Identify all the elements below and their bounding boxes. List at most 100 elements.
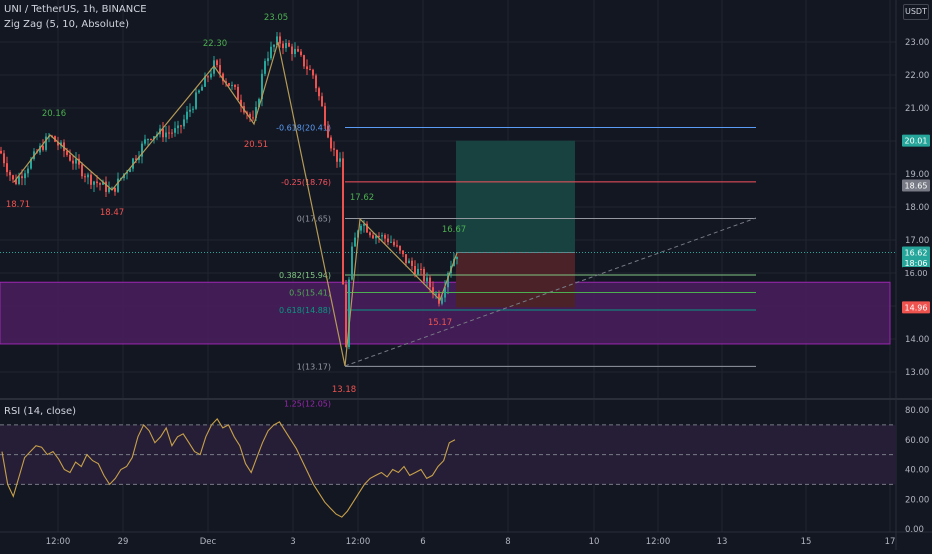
fib-level-label: 1(13.17) xyxy=(297,362,331,371)
candle-up xyxy=(363,223,365,226)
time-axis-tick: 10 xyxy=(589,537,600,547)
candle-down xyxy=(405,254,407,264)
candle-down xyxy=(57,141,59,146)
pivot-label: 20.51 xyxy=(244,140,268,150)
candle-up xyxy=(195,92,197,109)
rsi-axis-tick: 20.00 xyxy=(905,495,929,505)
candle-down xyxy=(180,125,182,127)
price-axis-tick: 14.00 xyxy=(905,335,929,345)
pivot-label: 17.62 xyxy=(350,193,374,203)
symbol-title[interactable]: UNI / TetherUS, 1h, BINANCE xyxy=(4,4,147,15)
candle-up xyxy=(444,287,446,298)
candle-up xyxy=(264,61,266,74)
zigzag xyxy=(13,41,458,367)
time-axis-tick: 15 xyxy=(801,537,812,547)
candle-down xyxy=(324,106,326,126)
candle-up xyxy=(267,58,269,62)
candle-down xyxy=(66,151,68,155)
candle-down xyxy=(114,187,116,192)
pivot-labels: 18.71 20.16 18.47 22.30 20.51 23.05 13.18 17.62… xyxy=(6,13,466,395)
fib-level-label: 0(17.65) xyxy=(297,215,331,224)
price-badge-label: 16.62 xyxy=(905,249,928,258)
candle-down xyxy=(81,164,83,177)
candle-up xyxy=(270,46,272,59)
rsi-axis-tick: 40.00 xyxy=(905,466,929,476)
candle-up xyxy=(210,73,212,78)
candle-up xyxy=(231,84,233,86)
candle-down xyxy=(15,179,17,184)
candle-up xyxy=(183,119,185,127)
candle-up xyxy=(204,76,206,87)
candle-up xyxy=(417,268,419,275)
time-axis[interactable]: 12:00 29 Dec 3 12:00 6 8 10 12:00 13 15 17 xyxy=(46,537,896,547)
candle-down xyxy=(3,153,5,164)
rsi-axis-tick: 60.00 xyxy=(905,436,929,446)
candle-up xyxy=(354,237,356,247)
candle-down xyxy=(162,128,164,138)
candle-down xyxy=(9,172,11,176)
candle-up xyxy=(153,136,155,140)
candle-down xyxy=(249,113,251,118)
candle-up xyxy=(189,109,191,112)
price-axis[interactable]: 80.00 60.00 40.00 20.00 0.00 23.00 22.00 21.00 2… xyxy=(902,38,930,535)
candle-up xyxy=(30,158,32,169)
fib-level-label: -0.618(20.41) xyxy=(276,123,331,132)
rsi-axis-tick: 0.00 xyxy=(905,525,924,535)
candle-up xyxy=(285,42,287,49)
candle-down xyxy=(399,246,401,251)
currency-badge[interactable]: USDT xyxy=(903,4,929,20)
zigzag-line xyxy=(13,41,458,367)
candle-up xyxy=(138,156,140,160)
candle-up xyxy=(93,181,95,185)
candle-down xyxy=(225,81,227,84)
candle-down xyxy=(237,86,239,100)
candle-down xyxy=(84,176,86,178)
time-axis-tick: 13 xyxy=(717,537,728,547)
price-axis-tick: 22.00 xyxy=(905,71,929,81)
candle-down xyxy=(420,268,422,270)
candle-up xyxy=(390,241,392,243)
candle-down xyxy=(303,55,305,67)
candle-down xyxy=(315,75,317,89)
candle-down xyxy=(252,117,254,119)
fib-level-label: 0.382(15.94) xyxy=(279,271,331,280)
trend-line-dashed xyxy=(344,217,757,367)
pivot-label: 20.16 xyxy=(42,109,66,119)
candle-up xyxy=(381,235,383,237)
price-badge xyxy=(902,257,930,270)
candle-up xyxy=(129,168,131,173)
fib-level-label: -0.25(18.76) xyxy=(281,178,331,187)
price-badge xyxy=(902,134,930,147)
candle-up xyxy=(75,158,77,164)
price-axis-tick: 17.00 xyxy=(905,236,929,246)
candle-up xyxy=(18,176,20,184)
price-axis-tick: 21.00 xyxy=(905,104,929,114)
candle-down xyxy=(393,241,395,246)
candle-down xyxy=(105,181,107,192)
pivot-label: 23.05 xyxy=(264,13,288,23)
candle-up xyxy=(276,36,278,45)
candle-up xyxy=(186,111,188,120)
candle-down xyxy=(327,125,329,138)
candle-up xyxy=(102,181,104,185)
candle-down xyxy=(72,160,74,164)
candle-down xyxy=(330,137,332,149)
candle-up xyxy=(39,145,41,153)
candle-up xyxy=(456,256,458,259)
candle-up xyxy=(126,172,128,174)
candle-up xyxy=(258,99,260,108)
candle-up xyxy=(426,277,428,282)
price-badge-label: 14.96 xyxy=(905,303,928,312)
rsi-indicator-label[interactable]: RSI (14, close) xyxy=(4,406,77,417)
candles xyxy=(0,31,458,350)
candle-down xyxy=(0,150,2,154)
candle-down xyxy=(78,158,80,165)
candle-up xyxy=(360,225,362,231)
candle-down xyxy=(12,175,14,180)
candle-down xyxy=(336,149,338,162)
candle-down xyxy=(345,284,347,348)
zigzag-indicator-label[interactable]: Zig Zag (5, 10, Absolute) xyxy=(4,19,129,30)
candle-up xyxy=(141,143,143,157)
